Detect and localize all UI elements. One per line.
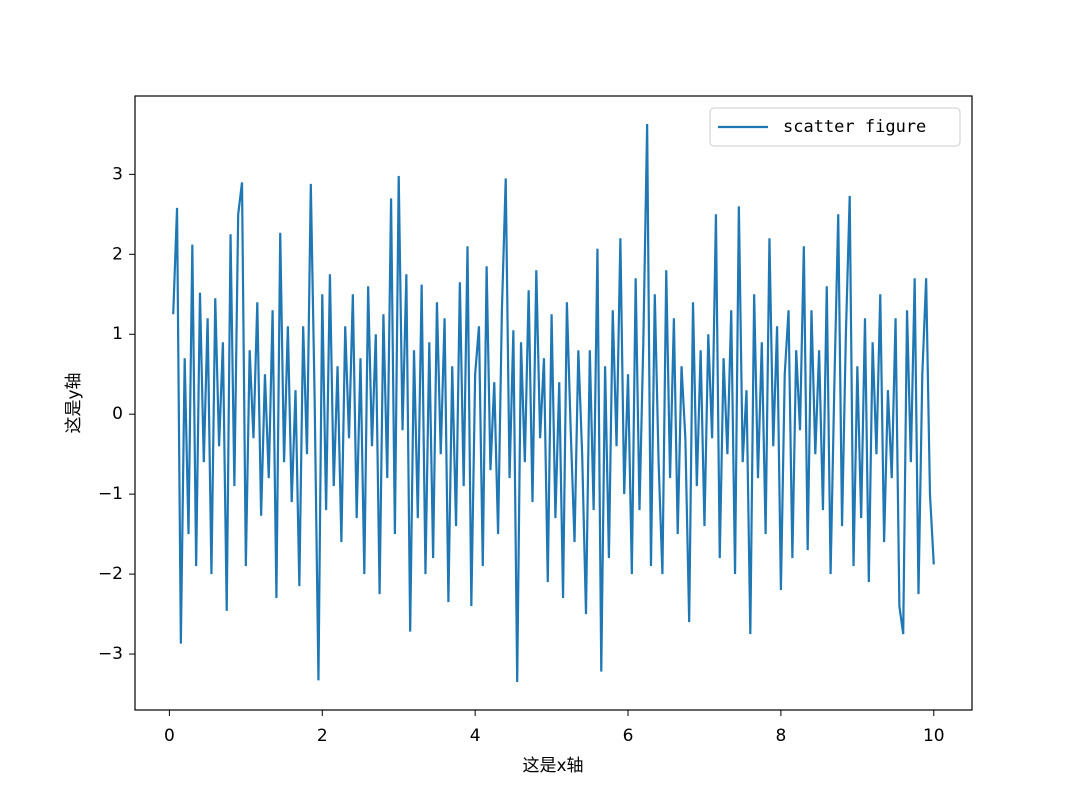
y-tick-label: 1 [112, 324, 123, 344]
legend-box [709, 107, 961, 147]
x-tick-label: 8 [775, 726, 786, 746]
y-tick-label: 2 [112, 244, 123, 264]
x-axis-label: 这是x轴 [522, 756, 583, 776]
y-tick-label: −3 [98, 644, 123, 664]
legend-label: scatter figure [783, 117, 926, 137]
y-axis-label: 这是y轴 [64, 372, 84, 433]
x-tick-label: 6 [623, 726, 634, 746]
y-tick-label: 3 [112, 164, 123, 184]
axes-frame [134, 95, 973, 711]
y-tick-label: −2 [98, 564, 123, 584]
y-tick-label: −1 [98, 484, 123, 504]
x-tick-label: 10 [923, 726, 945, 746]
y-tick-label: 0 [112, 404, 123, 424]
x-tick-label: 2 [317, 726, 328, 746]
x-tick-label: 4 [470, 726, 481, 746]
data-line [172, 123, 935, 683]
x-tick-label: 0 [164, 726, 175, 746]
